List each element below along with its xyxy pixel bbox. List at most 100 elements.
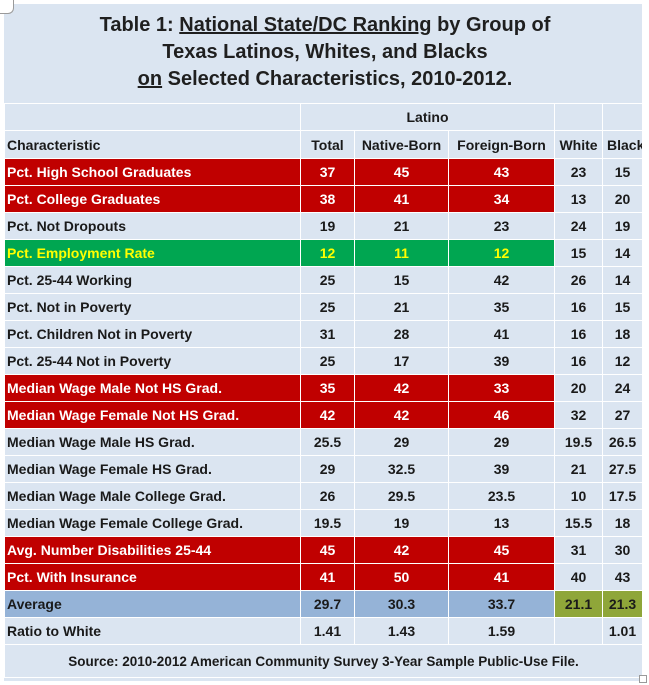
- table-cell: 29.5: [354, 482, 449, 510]
- table-cell: 1.41: [300, 617, 355, 645]
- table-cell: 14: [602, 239, 643, 267]
- table-cell: 18: [602, 509, 643, 537]
- table-cell: 34: [448, 185, 555, 213]
- table-cell: 46: [448, 401, 555, 429]
- table-cell: 42: [300, 401, 355, 429]
- table-cell: 19: [300, 212, 355, 240]
- table-cell: 33: [448, 374, 555, 402]
- table-cell: Ratio to White: [4, 617, 301, 645]
- table-cell: 12: [602, 347, 643, 375]
- table-cell: 45: [300, 536, 355, 564]
- source-row: Source: 2010-2012 American Community Sur…: [4, 644, 643, 678]
- table-cell: 1.43: [354, 617, 449, 645]
- table-cell: 25: [300, 266, 355, 294]
- table-cell: 26.5: [602, 428, 643, 456]
- table-cell: 13: [554, 185, 603, 213]
- table-cell: 32: [554, 401, 603, 429]
- table-cell: 20: [602, 185, 643, 213]
- table-cell: 27.5: [602, 455, 643, 483]
- table-cell: 1.01: [602, 617, 643, 645]
- column-header: White: [554, 130, 603, 159]
- table-cell: 38: [300, 185, 355, 213]
- table-row: Pct. With Insurance 41 50 41 40 43: [4, 563, 643, 591]
- table-cell: 21: [354, 293, 449, 321]
- table-cell: 21.3: [602, 590, 643, 618]
- table-cell: 29: [300, 455, 355, 483]
- table-cell: 1.59: [448, 617, 555, 645]
- table-row: Pct. Not Dropouts 19 21 23 24 19: [4, 212, 643, 240]
- column-header: Characteristic: [4, 130, 301, 159]
- table-cell: [554, 617, 603, 645]
- table-cell: Median Wage Male HS Grad.: [4, 428, 301, 456]
- table-cell: 39: [448, 455, 555, 483]
- table-cell: 33.7: [448, 590, 555, 618]
- table-row: Pct. Employment Rate 12 11 12 15 14: [4, 239, 643, 267]
- table-cell: 28: [354, 320, 449, 348]
- ratio-row: Ratio to White 1.41 1.43 1.59 1.01: [4, 617, 643, 645]
- table-cell: 30: [602, 536, 643, 564]
- table-cell: Median Wage Female College Grad.: [4, 509, 301, 537]
- table-row: Median Wage Female Not HS Grad. 42 42 46 32 2…: [4, 401, 643, 429]
- table-row: Median Wage Male College Grad. 26 29.5 23.5…: [4, 482, 643, 510]
- title-line3-underlined: on: [137, 68, 163, 90]
- table-cell: Avg. Number Disabilities 25-44: [4, 536, 301, 564]
- table-cell: 29: [448, 428, 555, 456]
- table-cell: 35: [448, 293, 555, 321]
- table-cell: 41: [448, 320, 555, 348]
- table-cell: 42: [354, 374, 449, 402]
- table-row: Pct. 25-44 Working 25 15 42 26 14: [4, 266, 643, 294]
- table-cell: Pct. With Insurance: [4, 563, 301, 591]
- table-cell: Pct. Not in Poverty: [4, 293, 301, 321]
- title-underlined: National State/DC Ranking: [179, 14, 432, 36]
- table-cell: 12: [448, 239, 555, 267]
- table-cell: Pct. Not Dropouts: [4, 212, 301, 240]
- table-cell: 16: [554, 347, 603, 375]
- table-row: Median Wage Male Not HS Grad. 35 42 33 20 24: [4, 374, 643, 402]
- table-cell: 26: [300, 482, 355, 510]
- table-cell: Pct. Employment Rate: [4, 239, 301, 267]
- source-note: Source: 2010-2012 American Community Sur…: [4, 644, 643, 678]
- table-cell: 24: [602, 374, 643, 402]
- table-cell: 14: [602, 266, 643, 294]
- table-cell: Median Wage Female HS Grad.: [4, 455, 301, 483]
- table-cell: 42: [354, 536, 449, 564]
- table-cell: 15.5: [554, 509, 603, 537]
- table-cell: Median Wage Female Not HS Grad.: [4, 401, 301, 429]
- average-row: Average 29.7 30.3 33.7 21.1 21.3: [4, 590, 643, 618]
- table-cell: 45: [448, 536, 555, 564]
- table-cell: 23: [554, 158, 603, 186]
- table-row: Median Wage Female College Grad. 19.5 19 13…: [4, 509, 643, 537]
- table-cell: 19.5: [554, 428, 603, 456]
- table-cell: 25: [300, 293, 355, 321]
- group-header-latino: Latino: [300, 103, 555, 131]
- table-cell: Median Wage Male Not HS Grad.: [4, 374, 301, 402]
- title-line2: Texas Latinos, Whites, and Blacks: [162, 41, 488, 63]
- table-cell: 21: [554, 455, 603, 483]
- table-cell: 24: [554, 212, 603, 240]
- table-cell: 29.7: [300, 590, 355, 618]
- table-row: Median Wage Male HS Grad. 25.5 29 29 19.5 26.…: [4, 428, 643, 456]
- table-cell: Pct. Children Not in Poverty: [4, 320, 301, 348]
- table-cell: 30.3: [354, 590, 449, 618]
- table-cell: 23: [448, 212, 555, 240]
- table-cell: Pct. College Graduates: [4, 185, 301, 213]
- ranking-table: Latino Characteristic Total Native-Born …: [4, 103, 643, 678]
- table-cell: 45: [354, 158, 449, 186]
- title-line3-rest: Selected Characteristics, 2010-2012.: [162, 68, 513, 90]
- table-cell: 37: [300, 158, 355, 186]
- table-row: Median Wage Female HS Grad. 29 32.5 39 21 27.…: [4, 455, 643, 483]
- table-cell: 19: [602, 212, 643, 240]
- resize-handle-top-left[interactable]: [0, 0, 14, 14]
- resize-handle-bottom-right[interactable]: [639, 675, 647, 683]
- table-row: Pct. Not in Poverty 25 21 35 16 15: [4, 293, 643, 321]
- title-suffix: by Group of: [431, 14, 551, 36]
- table-cell: 18: [602, 320, 643, 348]
- table-cell: 40: [554, 563, 603, 591]
- table-cell: 31: [300, 320, 355, 348]
- table-cell: 16: [554, 293, 603, 321]
- table-cell: 15: [554, 239, 603, 267]
- table-row: Pct. 25-44 Not in Poverty 25 17 39 16 12: [4, 347, 643, 375]
- table-cell: 42: [448, 266, 555, 294]
- table-cell: 11: [354, 239, 449, 267]
- table-cell: 19: [354, 509, 449, 537]
